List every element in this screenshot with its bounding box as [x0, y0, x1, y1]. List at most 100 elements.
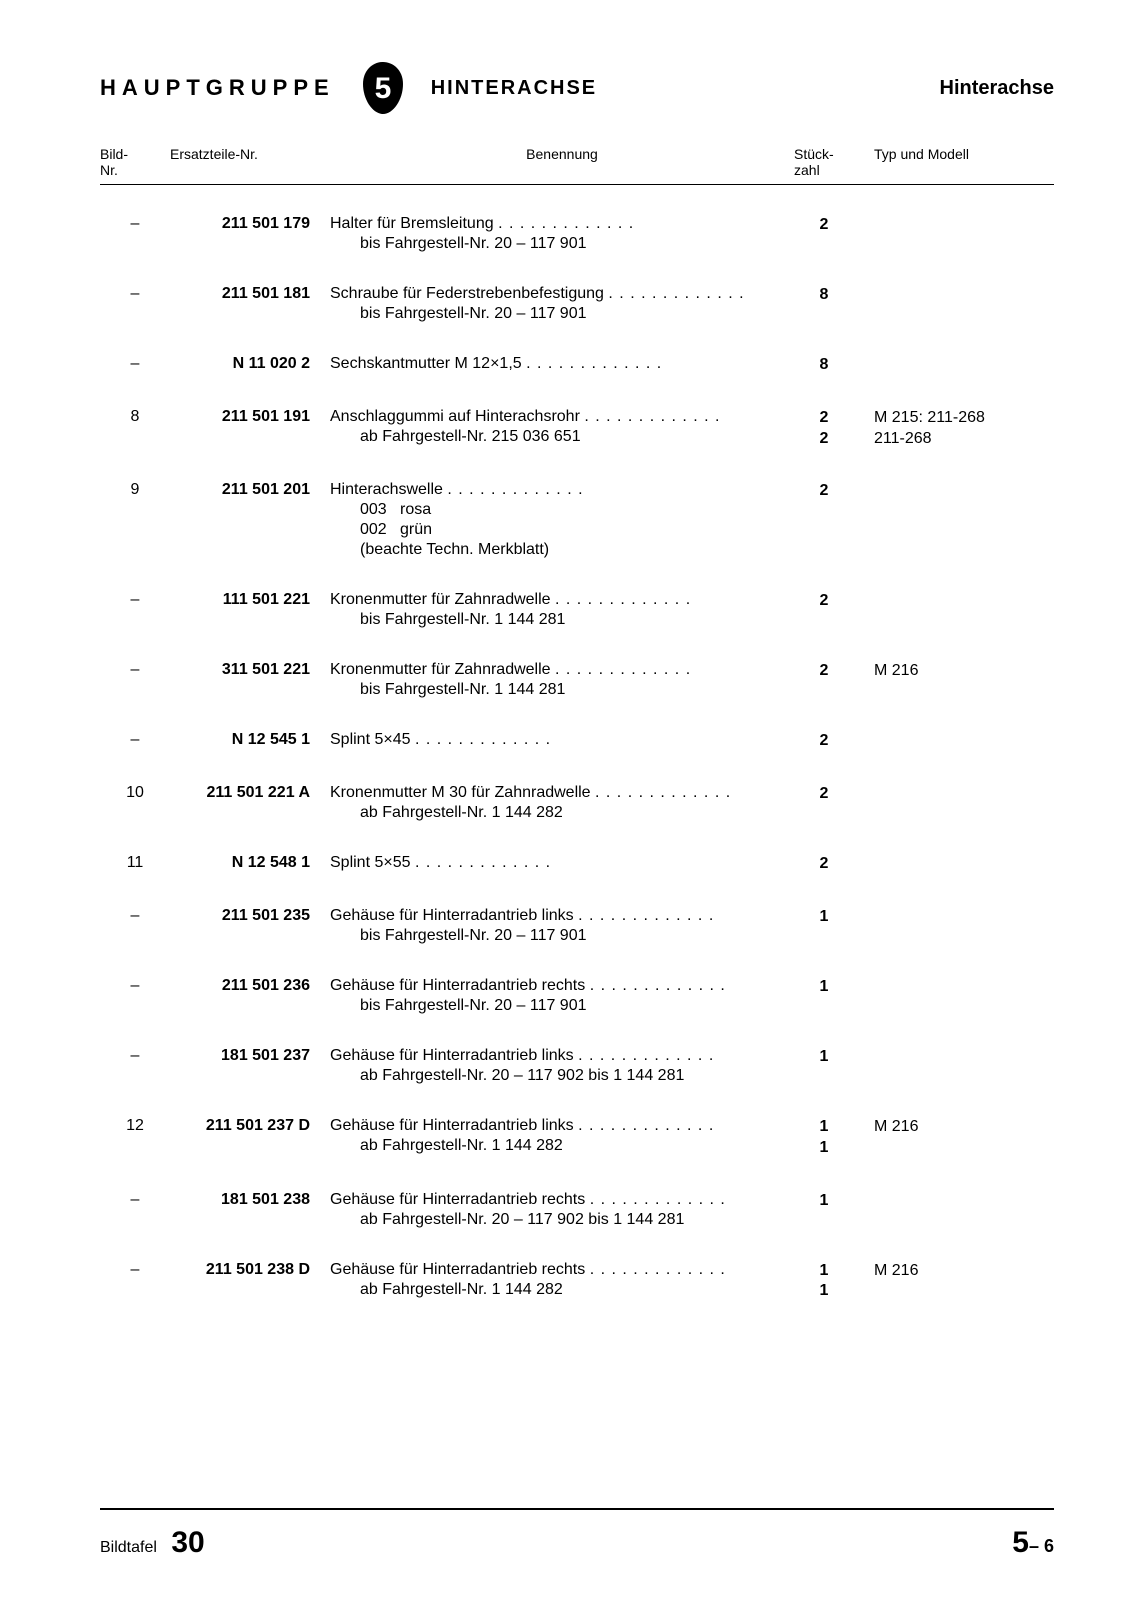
table-row: 9211 501 201Hinterachswelle . . . . . . …	[100, 481, 1054, 559]
dot-leader: . . . . . . . . . . . . .	[415, 854, 551, 871]
cell-bild: –	[100, 1047, 170, 1085]
cell-bild: –	[100, 907, 170, 945]
table-row: –211 501 238 DGehäuse für Hinterradantri…	[100, 1261, 1054, 1303]
page-num-sub: – 6	[1029, 1536, 1054, 1556]
benennung-main: Gehäuse für Hinterradantrieb rechts . . …	[330, 1261, 794, 1279]
cell-typ: M 215: 211-268211-268	[854, 408, 1054, 450]
cell-typ	[854, 784, 1054, 822]
cell-bild: –	[100, 1261, 170, 1303]
cell-stk: 2	[794, 481, 854, 559]
title-center: HINTERACHSE	[431, 77, 597, 100]
cell-benennung: Kronenmutter für Zahnradwelle . . . . . …	[330, 661, 794, 699]
benennung-main: Hinterachswelle . . . . . . . . . . . . …	[330, 481, 794, 499]
table-row: –211 501 235Gehäuse für Hinterradantrieb…	[100, 907, 1054, 945]
cell-ersatz: 211 501 191	[170, 408, 330, 450]
benennung-sub: 002 grün	[330, 521, 794, 539]
cell-ersatz: 211 501 181	[170, 285, 330, 323]
stk-value: 8	[794, 355, 854, 376]
cell-stk: 8	[794, 355, 854, 376]
column-headers: Bild- Nr. Ersatzteile-Nr. Benennung Stüc…	[100, 146, 1054, 185]
benennung-sub: ab Fahrgestell-Nr. 1 144 282	[330, 804, 794, 822]
typ-value	[874, 854, 1054, 875]
benennung-sub: bis Fahrgestell-Nr. 1 144 281	[330, 681, 794, 699]
benennung-main: Gehäuse für Hinterradantrieb rechts . . …	[330, 1191, 794, 1209]
benennung-main: Sechskantmutter M 12×1,5 . . . . . . . .…	[330, 355, 794, 373]
cell-typ: M 216	[854, 661, 1054, 699]
cell-typ: M 216	[854, 1261, 1054, 1303]
dot-leader: . . . . . . . . . . . . .	[584, 408, 720, 425]
benennung-sub: bis Fahrgestell-Nr. 20 – 117 901	[330, 927, 794, 945]
benennung-sub: (beachte Techn. Merkblatt)	[330, 541, 794, 559]
cell-bild: –	[100, 731, 170, 752]
cell-benennung: Sechskantmutter M 12×1,5 . . . . . . . .…	[330, 355, 794, 376]
benennung-main: Halter für Bremsleitung . . . . . . . . …	[330, 215, 794, 233]
typ-value	[874, 481, 1054, 502]
stk-value: 1	[794, 1047, 854, 1068]
cell-bild: –	[100, 285, 170, 323]
rows-container: –211 501 179Halter für Bremsleitung . . …	[100, 215, 1054, 1302]
cell-benennung: Hinterachswelle . . . . . . . . . . . . …	[330, 481, 794, 559]
typ-value: 211-268	[874, 429, 1054, 450]
cell-ersatz: 181 501 237	[170, 1047, 330, 1085]
cell-benennung: Kronenmutter für Zahnradwelle . . . . . …	[330, 591, 794, 629]
typ-value	[874, 215, 1054, 236]
cell-bild: 9	[100, 481, 170, 559]
cell-ersatz: 181 501 238	[170, 1191, 330, 1229]
dot-leader: . . . . . . . . . . . . .	[578, 1117, 714, 1134]
cell-stk: 2	[794, 854, 854, 875]
table-row: 11N 12 548 1Splint 5×55 . . . . . . . . …	[100, 854, 1054, 875]
cell-typ	[854, 215, 1054, 253]
table-row: –181 501 237Gehäuse für Hinterradantrieb…	[100, 1047, 1054, 1085]
stk-value: 1	[794, 907, 854, 928]
typ-value	[874, 285, 1054, 306]
dot-leader: . . . . . . . . . . . . .	[578, 907, 714, 924]
benennung-main: Schraube für Federstrebenbefestigung . .…	[330, 285, 794, 303]
benennung-sub: bis Fahrgestell-Nr. 20 – 117 901	[330, 997, 794, 1015]
typ-value	[874, 1281, 1054, 1302]
dot-leader: . . . . . . . . . . . . .	[447, 481, 583, 498]
typ-value	[874, 784, 1054, 805]
cell-benennung: Gehäuse für Hinterradantrieb links . . .…	[330, 907, 794, 945]
cell-typ	[854, 591, 1054, 629]
cell-ersatz: 211 501 221 A	[170, 784, 330, 822]
table-row: –N 12 545 1Splint 5×45 . . . . . . . . .…	[100, 731, 1054, 752]
cell-stk: 8	[794, 285, 854, 323]
stk-value: 1	[794, 1281, 854, 1302]
stk-value: 1	[794, 1117, 854, 1138]
footer-divider	[100, 1508, 1054, 1510]
typ-value	[874, 977, 1054, 998]
stk-value: 2	[794, 215, 854, 236]
stk-value: 2	[794, 481, 854, 502]
col-benennung: Benennung	[330, 146, 794, 178]
benennung-main: Gehäuse für Hinterradantrieb rechts . . …	[330, 977, 794, 995]
stk-value: 8	[794, 285, 854, 306]
stk-value: 1	[794, 1261, 854, 1282]
dot-leader: . . . . . . . . . . . . .	[555, 591, 691, 608]
cell-typ	[854, 1191, 1054, 1229]
benennung-sub: ab Fahrgestell-Nr. 1 144 282	[330, 1281, 794, 1299]
table-row: –211 501 179Halter für Bremsleitung . . …	[100, 215, 1054, 253]
benennung-sub: bis Fahrgestell-Nr. 1 144 281	[330, 611, 794, 629]
table-row: –111 501 221Kronenmutter für Zahnradwell…	[100, 591, 1054, 629]
cell-bild: 10	[100, 784, 170, 822]
cell-stk: 11	[794, 1117, 854, 1159]
cell-benennung: Schraube für Federstrebenbefestigung . .…	[330, 285, 794, 323]
cell-typ	[854, 854, 1054, 875]
cell-benennung: Gehäuse für Hinterradantrieb rechts . . …	[330, 977, 794, 1015]
cell-stk: 2	[794, 731, 854, 752]
cell-ersatz: 211 501 236	[170, 977, 330, 1015]
cell-typ	[854, 1047, 1054, 1085]
stk-value: 2	[794, 854, 854, 875]
typ-value	[874, 907, 1054, 928]
cell-stk: 22	[794, 408, 854, 450]
table-row: –181 501 238Gehäuse für Hinterradantrieb…	[100, 1191, 1054, 1229]
cell-stk: 2	[794, 591, 854, 629]
typ-value	[874, 355, 1054, 376]
dot-leader: . . . . . . . . . . . . .	[578, 1047, 714, 1064]
benennung-main: Kronenmutter für Zahnradwelle . . . . . …	[330, 591, 794, 609]
stk-value: 2	[794, 429, 854, 450]
cell-typ	[854, 731, 1054, 752]
cell-stk: 1	[794, 1191, 854, 1229]
dot-leader: . . . . . . . . . . . . .	[590, 1261, 726, 1278]
cell-benennung: Gehäuse für Hinterradantrieb links . . .…	[330, 1047, 794, 1085]
